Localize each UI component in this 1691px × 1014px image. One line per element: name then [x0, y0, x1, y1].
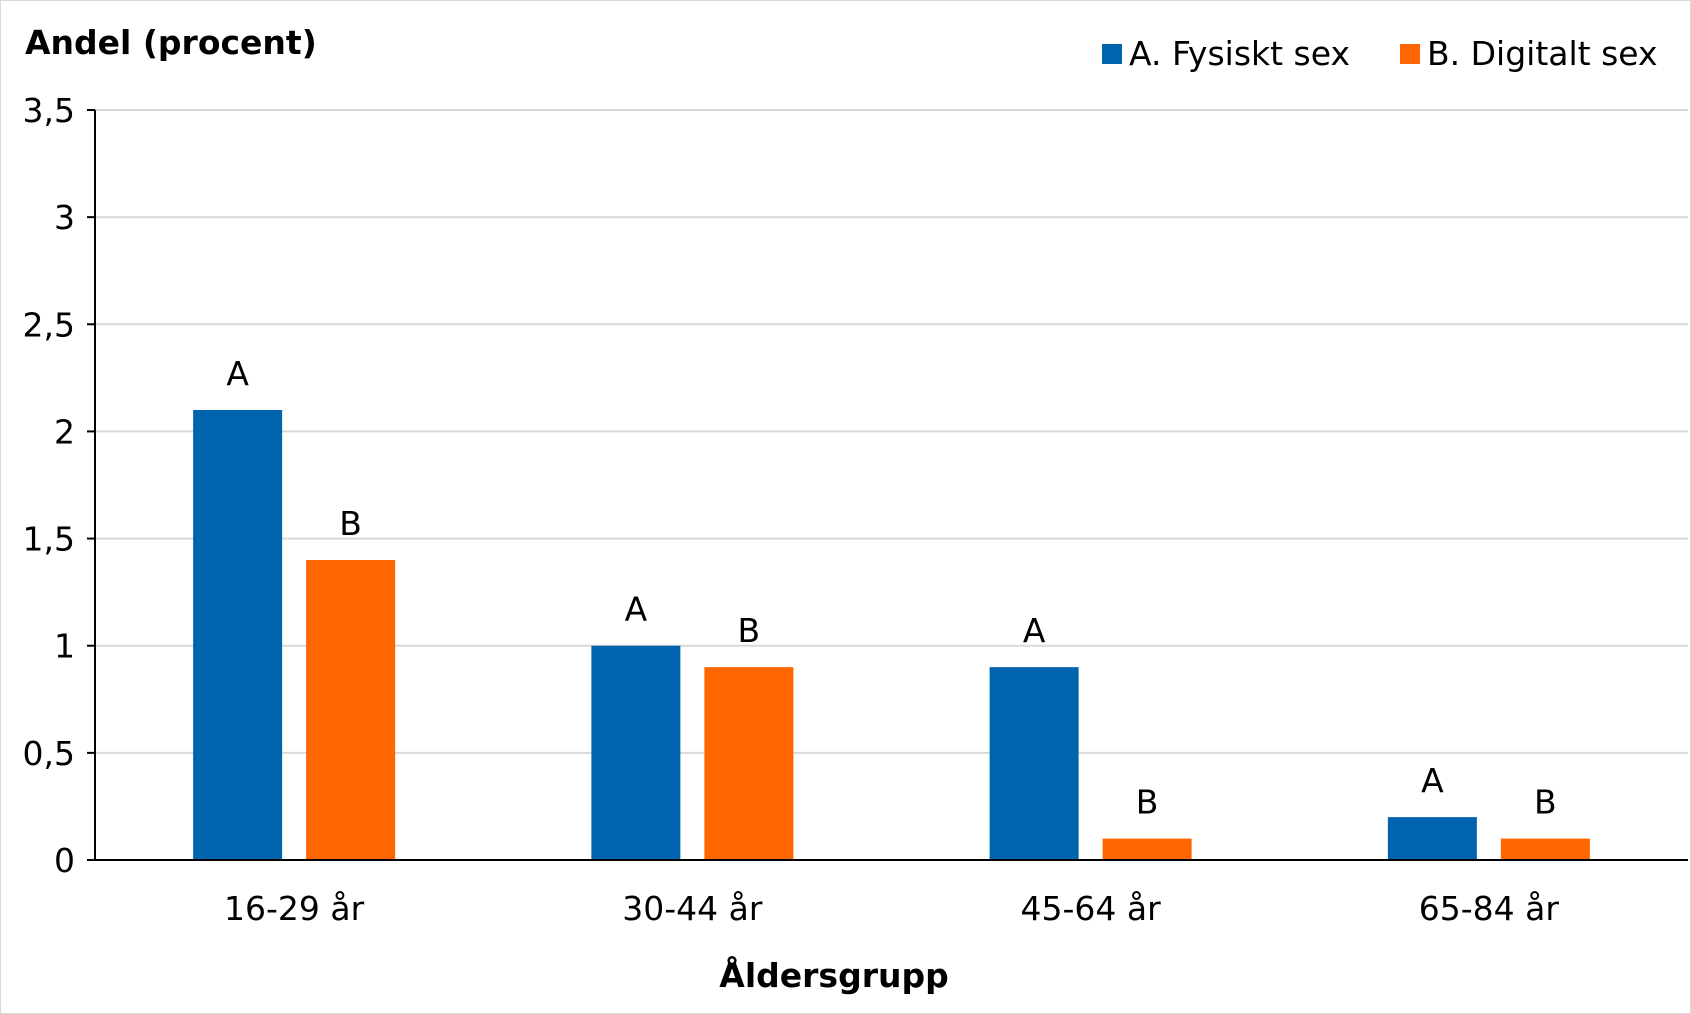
bar-digitalt-sex — [704, 667, 794, 860]
bar-digitalt-sex — [1102, 838, 1192, 860]
bar-data-label: B — [339, 504, 362, 543]
y-tick-label: 1,5 — [23, 520, 75, 559]
legend-label-fysiskt-sex: A. Fysiskt sex — [1129, 34, 1350, 73]
bar-fysiskt-sex — [1387, 817, 1477, 860]
y-tick-label: 1 — [54, 627, 75, 666]
bar-data-label: A — [226, 354, 249, 393]
bar-data-label: A — [1023, 611, 1046, 650]
legend-label-digitalt-sex: B. Digitalt sex — [1427, 34, 1658, 73]
bar-data-label: A — [1421, 761, 1444, 800]
x-tick-label: 65-84 år — [1419, 889, 1560, 928]
x-tick-label: 16-29 år — [224, 889, 365, 928]
y-tick-label: 0,5 — [23, 734, 75, 773]
bar-data-label: A — [625, 590, 648, 629]
x-tick-labels: 16-29 år 30-44 år 45-64 år 65-84 år — [224, 889, 1559, 928]
x-axis-label: Åldersgrupp — [719, 955, 948, 995]
x-tick-label: 45-64 år — [1021, 889, 1162, 928]
legend-swatch-fysiskt-sex — [1102, 44, 1122, 64]
bar-fysiskt-sex — [989, 667, 1079, 860]
x-tick-label: 30-44 år — [622, 889, 763, 928]
bar-digitalt-sex — [1500, 838, 1590, 860]
legend-swatch-digitalt-sex — [1400, 44, 1420, 64]
data-labels: A B A B A B A B — [226, 354, 1556, 822]
bar-data-label: B — [1136, 783, 1159, 822]
y-axis-label: Andel (procent) — [25, 23, 317, 62]
bar-data-label: B — [1534, 783, 1557, 822]
axes — [87, 109, 1688, 861]
y-tick-labels: 0 0,5 1 1,5 2 2,5 3 3,5 — [23, 91, 75, 880]
bar-fysiskt-sex — [591, 645, 681, 860]
bar-digitalt-sex — [306, 560, 396, 860]
y-tick-label: 0 — [54, 841, 75, 880]
legend: A. Fysiskt sex B. Digitalt sex — [1102, 34, 1658, 73]
bar-fysiskt-sex — [193, 410, 283, 860]
y-tick-label: 2 — [54, 412, 75, 451]
y-tick-label: 2,5 — [23, 305, 75, 344]
bar-data-label: B — [738, 611, 761, 650]
y-tick-label: 3 — [54, 198, 75, 237]
y-tick-label: 3,5 — [23, 91, 75, 130]
bars — [193, 410, 1590, 860]
